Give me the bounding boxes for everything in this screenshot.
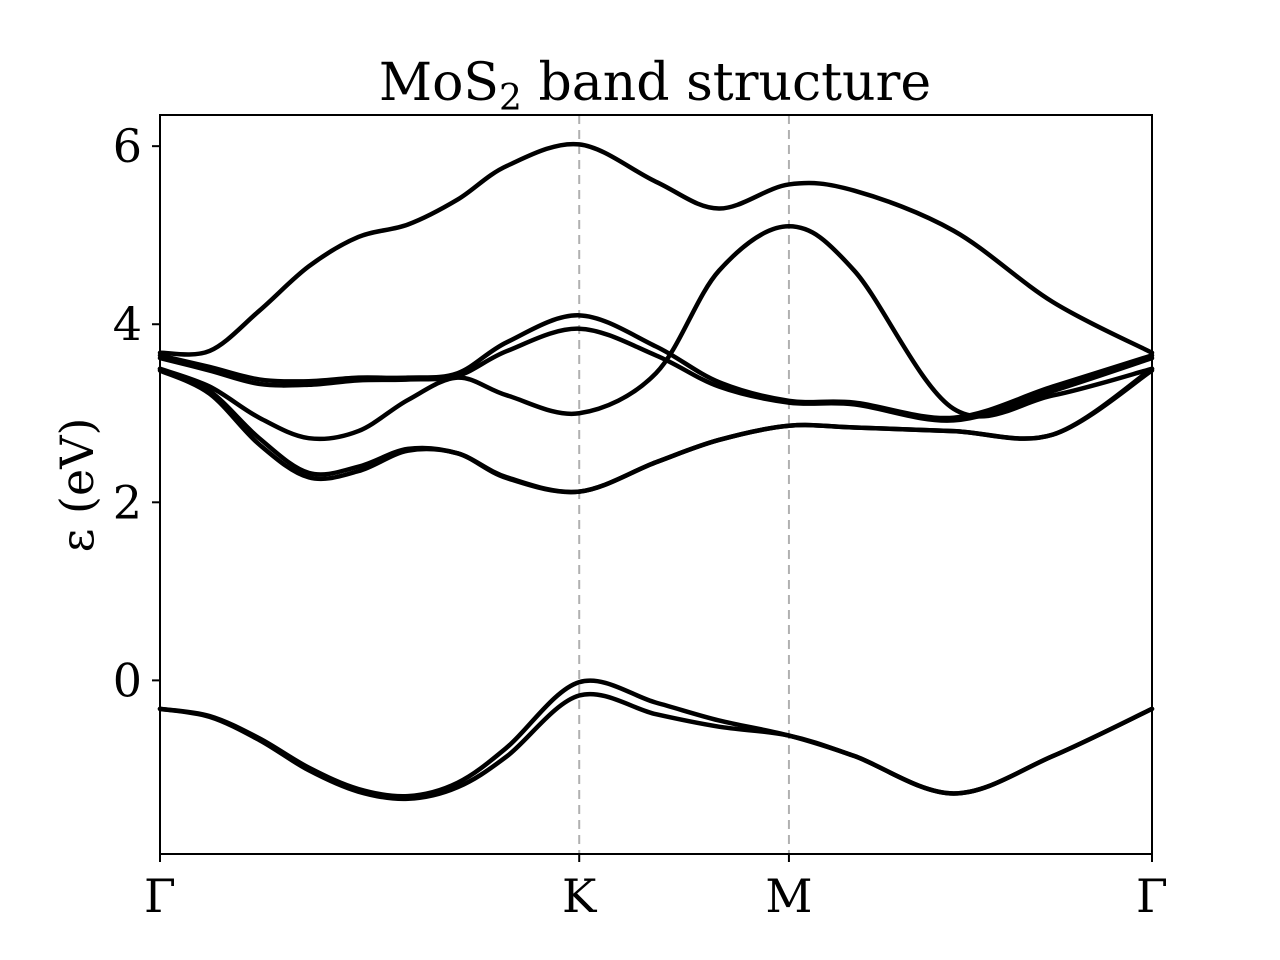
chart-title: MoS2 band structure xyxy=(379,53,931,119)
band-line-7 xyxy=(157,326,1155,423)
band-line-5 xyxy=(157,224,1155,442)
axes-frame xyxy=(159,114,1153,855)
x-tick-label: M xyxy=(765,869,812,923)
y-tick-label: 4 xyxy=(113,297,142,351)
x-tick-label: Γ xyxy=(1136,869,1168,923)
band-line-8 xyxy=(157,141,1155,357)
x-tick-label: Γ xyxy=(144,869,176,923)
y-tick-label: 0 xyxy=(113,653,142,707)
plot-area: 0 2 4 6 Γ K M Γ xyxy=(113,114,1168,923)
band-line-6 xyxy=(157,313,1155,421)
band-line-4 xyxy=(157,368,1155,495)
x-tick-label: K xyxy=(562,869,598,923)
y-axis-label: ε (eV) xyxy=(50,418,104,553)
y-tick-label: 2 xyxy=(113,475,142,529)
y-tick-label: 6 xyxy=(113,119,142,173)
band-line-3 xyxy=(157,366,1155,495)
band-line-2 xyxy=(157,691,1155,802)
